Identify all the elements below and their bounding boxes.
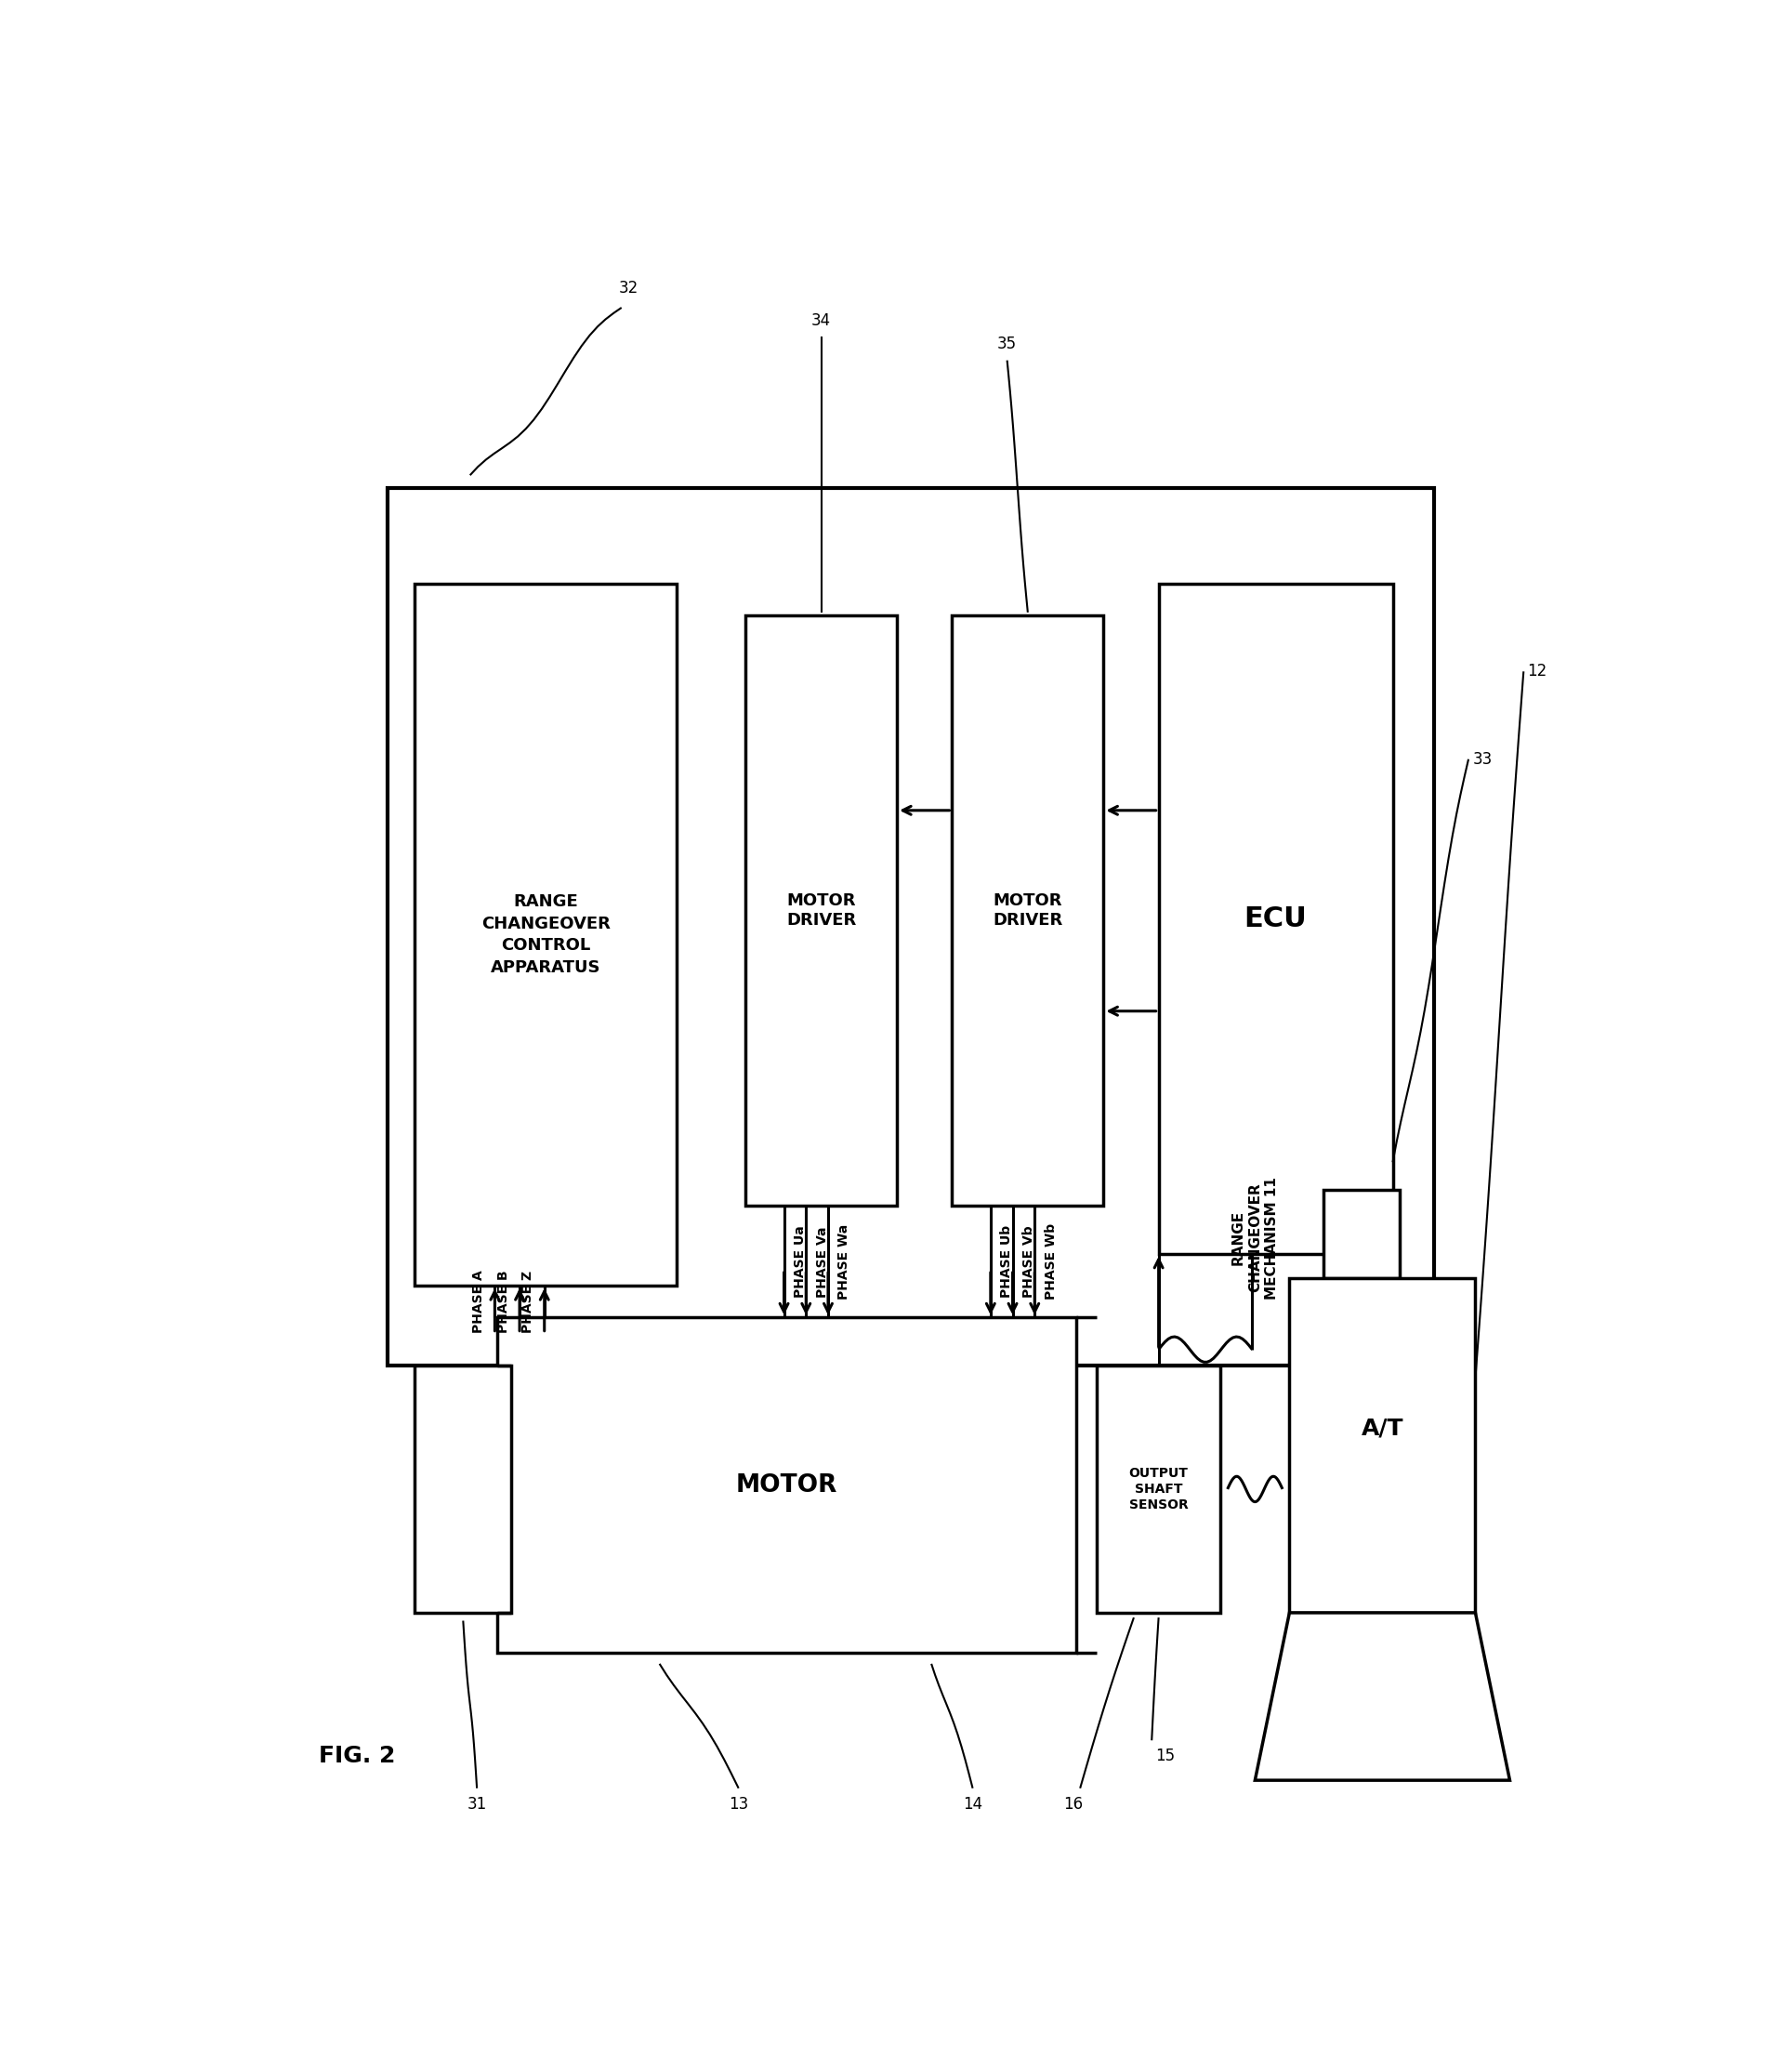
Text: PHASE Ub: PHASE Ub [1000,1225,1013,1297]
Bar [414,1365,512,1612]
Text: PHASE A: PHASE A [473,1270,485,1332]
Bar [1290,1278,1475,1612]
Text: ECU: ECU [1244,905,1308,932]
Text: 31: 31 [467,1796,487,1813]
Bar [745,615,897,1206]
Bar [387,489,1434,1365]
Bar [952,615,1104,1206]
Text: PHASE Vb: PHASE Vb [1022,1227,1036,1297]
Polygon shape [1255,1612,1510,1780]
Text: 33: 33 [1473,750,1493,767]
Text: FIG. 2: FIG. 2 [318,1745,394,1767]
Text: RANGE
CHANGEOVER
MECHANISM 11: RANGE CHANGEOVER MECHANISM 11 [1231,1177,1279,1299]
Text: PHASE Wb: PHASE Wb [1045,1225,1057,1299]
Bar [1159,584,1393,1254]
Text: 13: 13 [729,1796,748,1813]
Bar [1324,1189,1400,1278]
Text: RANGE
CHANGEOVER
CONTROL
APPARATUS: RANGE CHANGEOVER CONTROL APPARATUS [482,893,610,976]
Text: 16: 16 [1063,1796,1082,1813]
Text: 32: 32 [618,280,638,296]
Text: 34: 34 [812,313,832,329]
Text: 35: 35 [997,336,1016,352]
Bar [414,584,677,1285]
Text: PHASE Wa: PHASE Wa [837,1225,851,1299]
Text: 14: 14 [963,1796,983,1813]
Text: A/T: A/T [1361,1417,1404,1440]
Text: OUTPUT
SHAFT
SENSOR: OUTPUT SHAFT SENSOR [1128,1467,1189,1513]
Text: 15: 15 [1155,1749,1175,1765]
Text: MOTOR
DRIVER: MOTOR DRIVER [993,893,1063,928]
Text: PHASE Ua: PHASE Ua [794,1227,807,1297]
Text: 12: 12 [1528,663,1548,680]
Bar [1096,1365,1221,1612]
Text: PHASE Z: PHASE Z [522,1270,535,1332]
Text: PHASE Va: PHASE Va [816,1227,828,1297]
Text: PHASE B: PHASE B [498,1270,510,1332]
Text: MOTOR: MOTOR [736,1473,837,1498]
Bar [498,1318,1075,1653]
Text: MOTOR
DRIVER: MOTOR DRIVER [785,893,857,928]
